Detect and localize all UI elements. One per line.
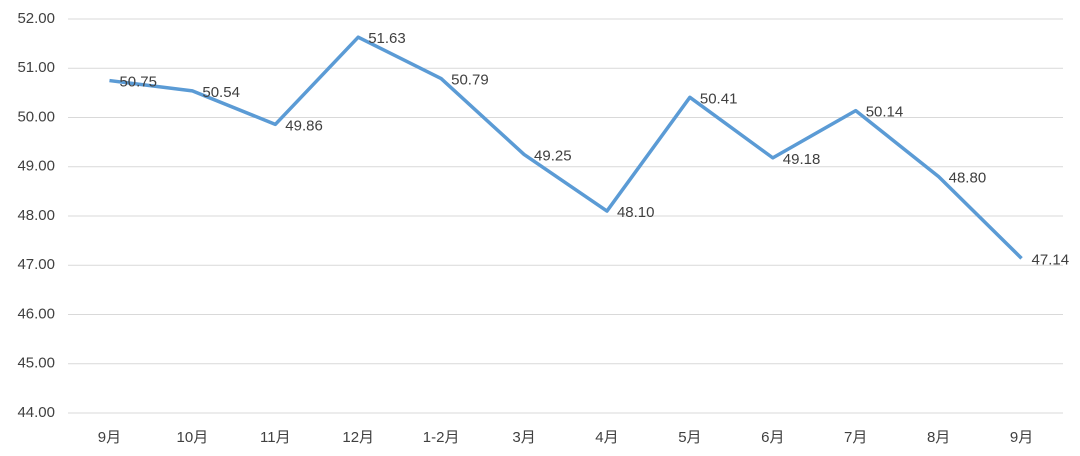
data-label: 49.86 — [285, 117, 323, 134]
x-tick-label: 1-2月 — [423, 429, 460, 446]
x-tick-label: 7月 — [844, 429, 867, 446]
data-label: 48.80 — [949, 170, 987, 187]
x-tick-label: 4月 — [595, 429, 618, 446]
data-label: 50.75 — [119, 74, 157, 91]
y-tick-label: 45.00 — [17, 355, 55, 372]
x-tick-label: 9月 — [1010, 429, 1033, 446]
y-tick-label: 51.00 — [17, 59, 55, 76]
x-tick-label: 3月 — [512, 429, 535, 446]
y-tick-label: 50.00 — [17, 108, 55, 125]
data-line — [109, 35, 1023, 260]
x-tick-label: 12月 — [342, 429, 374, 446]
y-tick-label: 44.00 — [17, 404, 55, 421]
x-tick-label: 5月 — [678, 429, 701, 446]
data-label: 50.14 — [866, 104, 904, 121]
data-label: 51.63 — [368, 30, 406, 47]
x-tick-label: 8月 — [927, 429, 950, 446]
data-label: 50.41 — [700, 90, 738, 107]
data-label: 49.25 — [534, 147, 572, 164]
x-tick-label: 10月 — [177, 429, 209, 446]
y-tick-label: 49.00 — [17, 158, 55, 175]
data-label: 50.54 — [202, 84, 240, 101]
data-label: 47.14 — [1032, 251, 1070, 268]
x-tick-label: 6月 — [761, 429, 784, 446]
y-tick-label: 48.00 — [17, 207, 55, 224]
data-label: 48.10 — [617, 204, 655, 221]
y-tick-label: 52.00 — [17, 10, 55, 27]
data-label: 50.79 — [451, 72, 489, 89]
y-tick-label: 47.00 — [17, 256, 55, 273]
data-label: 49.18 — [783, 151, 821, 168]
x-tick-label: 11月 — [260, 429, 291, 446]
x-tick-label: 9月 — [98, 429, 121, 446]
y-tick-label: 46.00 — [17, 305, 55, 322]
